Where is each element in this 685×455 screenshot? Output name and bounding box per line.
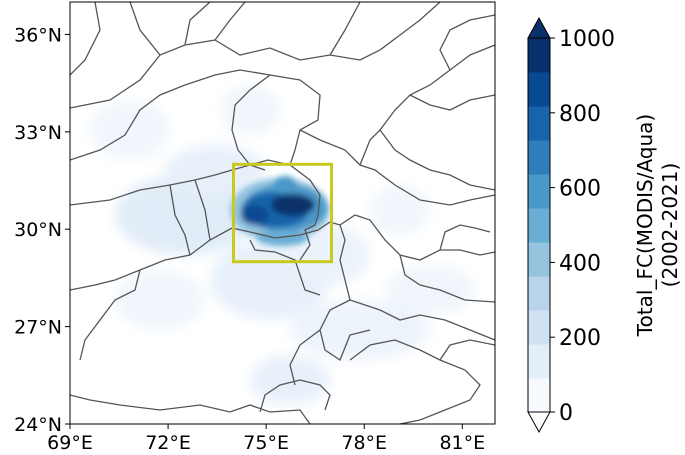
colorbar-title-line2: (2002-2021) [658,163,682,288]
y-tick-label: 33°N [14,122,62,144]
colorbar-title-line1: Total_FC(MODIS/Aqua) [633,114,657,337]
colorbar-band [528,72,550,107]
fire-count-field [90,85,475,405]
colorbar-tick-label: 0 [559,401,573,426]
y-tick-label: 36°N [14,24,62,46]
colorbar-band [528,38,550,73]
colorbar-max-extension [527,16,551,39]
colorbar-band [528,276,550,311]
colorbar-tick-label: 1000 [559,27,615,52]
map-panel [70,2,495,424]
colorbar-bands [528,38,550,413]
colorbar-band [528,378,550,413]
colorbar-band [528,140,550,175]
x-tick-label: 72°E [145,432,191,454]
colorbar-band [528,242,550,277]
colorbar-band [528,174,550,209]
colorbar-band [528,344,550,379]
x-tick-label: 81°E [439,432,485,454]
colorbar-band [528,208,550,243]
x-tick-label: 75°E [243,432,289,454]
colorbar-frame [527,37,551,413]
colorbar-tick-label: 800 [559,102,601,127]
map-frame [69,1,496,425]
y-tick-label: 24°N [14,414,62,436]
x-tick-label: 69°E [47,432,93,454]
colorbar-tick-label: 600 [559,177,601,202]
colorbar-band [528,106,550,141]
boundary-lines [70,2,495,424]
x-axis-ticks: 69°E 72°E 75°E 78°E 81°E [47,424,485,454]
colorbar-tick-label: 400 [559,251,601,276]
colorbar: 0 200 400 600 800 1000 Total_FC(MODIS/Aqua) (… [527,16,682,434]
colorbar-tick-label: 200 [559,326,601,351]
colorbar-ticks: 0 200 400 600 800 1000 [550,27,615,426]
x-tick-label: 78°E [341,432,387,454]
y-axis-ticks: 24°N 27°N 30°N 33°N 36°N [14,24,70,436]
colorbar-min-extension [527,411,551,434]
study-area-box [231,162,334,264]
y-tick-label: 30°N [14,219,62,241]
y-tick-label: 27°N [14,317,62,339]
colorbar-band [528,310,550,345]
